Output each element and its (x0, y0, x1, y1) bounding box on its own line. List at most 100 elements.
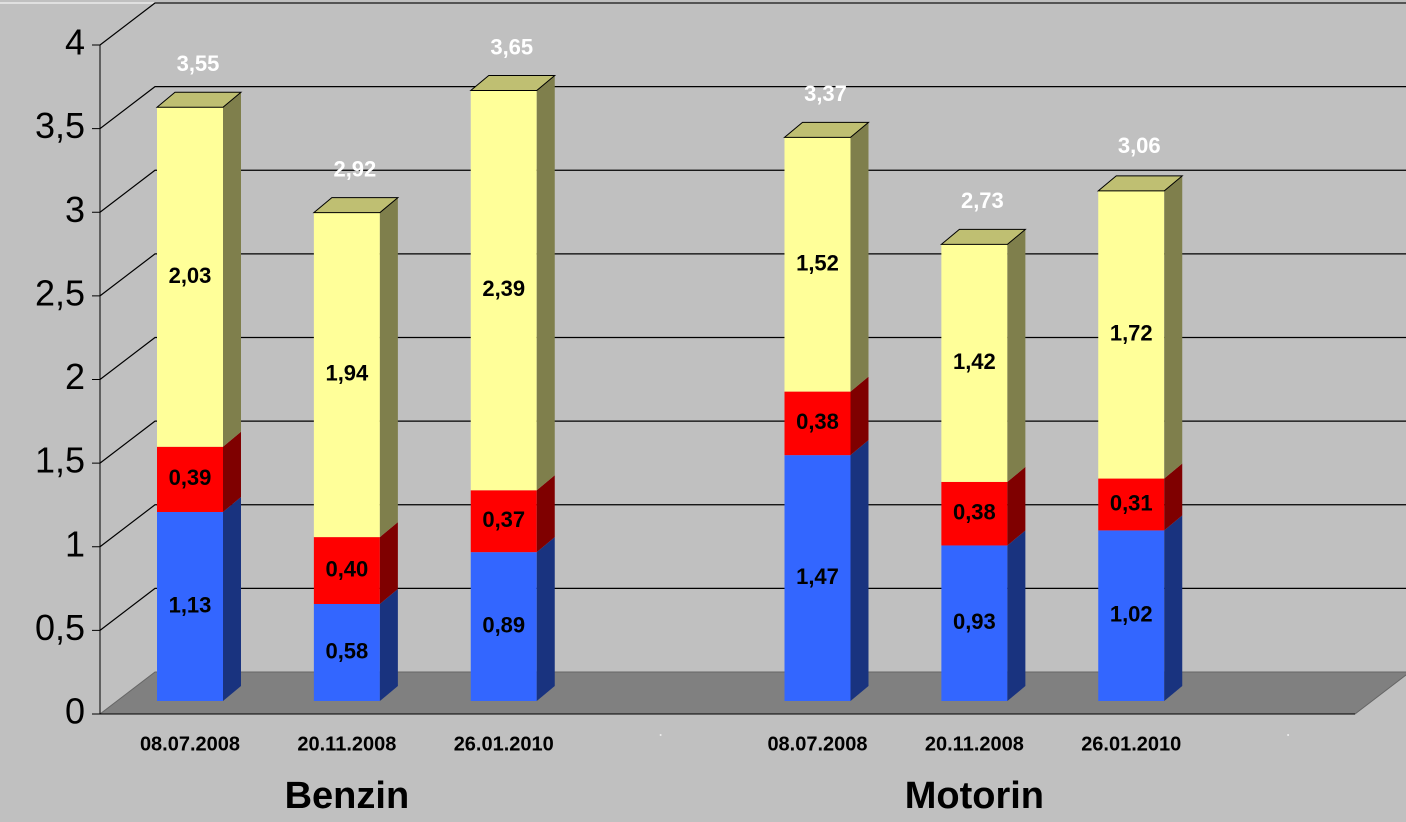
bar-front (784, 137, 851, 392)
bar-side (536, 75, 555, 491)
bar-front (784, 391, 851, 456)
bar-side (223, 92, 241, 447)
bar-segment (157, 497, 241, 701)
bar-top (469, 75, 557, 92)
bar-segment (469, 75, 557, 491)
bar-side (536, 537, 555, 701)
value-label: 0,93 (953, 609, 996, 634)
bar-side (379, 197, 398, 538)
bar-front (941, 481, 1008, 546)
total-label: 3,55 (177, 51, 220, 76)
bar-front (784, 455, 851, 701)
bar-segment (939, 228, 1027, 482)
y-tick-label: 3,5 (35, 105, 85, 146)
bar-side (379, 522, 398, 604)
x-tick-label: 26.01.2010 (1081, 733, 1181, 755)
y-tick-label: 0 (65, 691, 85, 732)
grid-line (99, 587, 1406, 631)
bar-side (850, 376, 869, 456)
y-tick-label: 0,5 (35, 607, 85, 648)
bar-segment (470, 475, 555, 553)
total-label: 3,37 (804, 81, 847, 106)
bar-segment (313, 588, 398, 701)
bar-side (1007, 229, 1026, 482)
value-label: 1,47 (796, 564, 839, 589)
grid-line (99, 420, 1406, 464)
grid-line (99, 169, 1406, 213)
bar-front (941, 244, 1008, 482)
value-label: 2,39 (482, 276, 525, 301)
value-label: 0,89 (482, 612, 525, 637)
x-tick-label: 08.07.2008 (140, 733, 240, 755)
y-tick-label: 1 (65, 523, 85, 564)
value-label: 0,38 (796, 409, 839, 434)
bar-side (1007, 530, 1026, 701)
value-label: 0,38 (953, 499, 996, 524)
total-label: 3,65 (490, 34, 533, 59)
grid-line (99, 2, 1406, 46)
bar-segment (941, 466, 1026, 546)
bar-segment (783, 121, 870, 392)
group-label: Benzin (285, 775, 410, 817)
bar-side (1164, 175, 1183, 479)
total-label: 2,92 (333, 156, 376, 181)
bar-front (313, 212, 380, 538)
bar-segment (1098, 463, 1183, 531)
bar-top (155, 91, 243, 108)
bar-segment (1098, 515, 1183, 701)
value-label: 0,37 (482, 507, 525, 532)
bar-side (379, 588, 398, 701)
x-tick-label: 20.11.2008 (297, 733, 396, 755)
value-label: 0,58 (325, 638, 368, 663)
value-label: 1,72 (1110, 321, 1153, 346)
bar-segment (312, 197, 400, 538)
bar-side (1007, 466, 1026, 546)
bar-front (313, 603, 380, 701)
value-label: 2,03 (169, 263, 212, 288)
bar-top (939, 228, 1027, 245)
bar-top (312, 197, 400, 214)
bar-front (470, 552, 537, 701)
bar-front (1098, 190, 1165, 479)
bar-segment (155, 91, 243, 447)
value-label: 1,52 (796, 250, 839, 275)
bar-side (223, 497, 241, 701)
bar-segment (470, 537, 555, 701)
bar-segment (941, 530, 1026, 701)
x-tick-label: 20.11.2008 (925, 733, 1024, 755)
bar-front (157, 446, 223, 513)
y-tick-label: 1,5 (35, 440, 85, 481)
bar-side (223, 431, 241, 513)
bar-segment (313, 522, 398, 604)
bar-side (1164, 463, 1183, 531)
bar-front (470, 490, 537, 553)
empty-tick (659, 734, 662, 736)
grid-line (99, 336, 1406, 380)
bar-front (157, 107, 223, 447)
value-label: 1,42 (953, 349, 996, 374)
bar-front (157, 512, 223, 701)
bar-front (1098, 478, 1165, 531)
bar-side (1164, 515, 1183, 701)
y-tick-label: 3 (65, 189, 85, 230)
value-label: 0,40 (325, 556, 368, 581)
bar-segment (784, 376, 869, 456)
value-label: 0,31 (1110, 490, 1153, 515)
bar-top (1096, 175, 1184, 192)
bar-front (1098, 530, 1165, 701)
bar-front (313, 537, 380, 604)
value-label: 1,94 (325, 361, 369, 386)
empty-tick (1287, 734, 1290, 736)
y-tick-label: 2,5 (35, 272, 85, 313)
bar-side (850, 440, 869, 701)
y-tick-label: 4 (65, 22, 85, 63)
bar-front (941, 545, 1008, 701)
grid-line (99, 86, 1406, 130)
grid-line (99, 504, 1406, 548)
value-label: 0,39 (169, 465, 212, 490)
value-label: 1,02 (1110, 602, 1153, 627)
x-tick-label: 08.07.2008 (767, 733, 867, 755)
value-label: 1,13 (169, 592, 212, 617)
bar-segment (157, 431, 241, 513)
